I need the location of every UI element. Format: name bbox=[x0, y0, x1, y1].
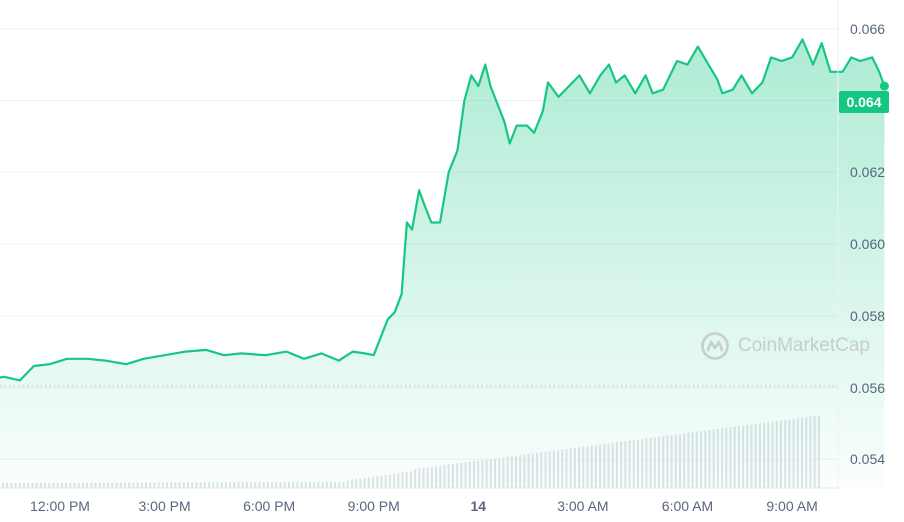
y-tick-label: 0.066 bbox=[850, 20, 886, 37]
y-tick-label: 0.054 bbox=[850, 451, 886, 468]
coinmarketcap-logo-icon bbox=[701, 332, 729, 360]
current-price-badge: 0.064 bbox=[839, 91, 889, 113]
price-line bbox=[0, 38, 886, 382]
x-tick-label: 14 bbox=[470, 498, 487, 514]
y-tick-label: 0.058 bbox=[850, 307, 886, 324]
x-tick-label: 6:00 PM bbox=[243, 498, 296, 514]
watermark-text: CoinMarketCap bbox=[738, 335, 870, 356]
y-tick-label: 0.056 bbox=[850, 379, 886, 396]
x-tick-label: 9:00 PM bbox=[347, 498, 400, 514]
y-tick-label: 0.060 bbox=[850, 236, 886, 252]
x-tick-label: 3:00 PM bbox=[138, 498, 191, 514]
price-area bbox=[0, 39, 885, 488]
x-tick-label: 12:00 PM bbox=[30, 498, 90, 514]
x-tick-label: 9:00 AM bbox=[766, 498, 818, 514]
watermark: CoinMarketCap bbox=[700, 331, 870, 361]
y-tick-label: 0.062 bbox=[850, 164, 886, 181]
x-tick-label: 3:00 AM bbox=[557, 498, 609, 514]
current-price-dot bbox=[879, 81, 889, 91]
x-tick-label: 6:00 AM bbox=[661, 498, 714, 514]
